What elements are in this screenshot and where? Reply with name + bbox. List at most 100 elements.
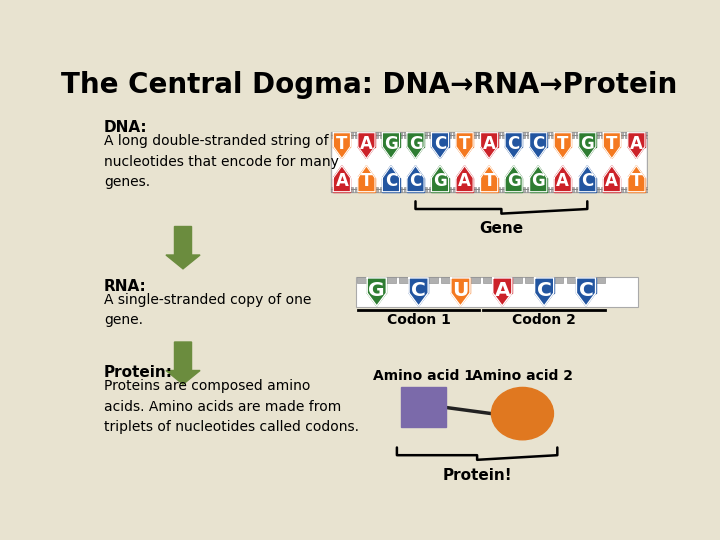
Bar xyxy=(503,187,525,192)
Polygon shape xyxy=(358,166,375,178)
Bar xyxy=(401,387,446,428)
Polygon shape xyxy=(358,178,375,192)
Polygon shape xyxy=(480,166,498,178)
Polygon shape xyxy=(554,146,571,159)
Bar xyxy=(478,187,500,192)
Polygon shape xyxy=(480,178,498,192)
Bar xyxy=(358,277,396,284)
Polygon shape xyxy=(530,133,546,146)
Text: G: G xyxy=(409,135,423,153)
Polygon shape xyxy=(409,293,428,306)
Bar xyxy=(428,187,451,192)
Ellipse shape xyxy=(492,387,554,440)
Text: Proteins are composed amino
acids. Amino acids are made from
triplets of nucleot: Proteins are composed amino acids. Amino… xyxy=(104,379,359,434)
Polygon shape xyxy=(505,178,522,192)
Polygon shape xyxy=(456,133,473,146)
Bar xyxy=(576,132,598,138)
Bar xyxy=(355,132,378,138)
Polygon shape xyxy=(579,146,596,159)
Polygon shape xyxy=(382,133,400,146)
Bar xyxy=(527,132,549,138)
Text: C: C xyxy=(579,280,593,300)
Polygon shape xyxy=(431,178,449,192)
Polygon shape xyxy=(456,178,473,192)
Bar xyxy=(379,187,402,192)
Text: A: A xyxy=(495,280,510,300)
Bar xyxy=(454,187,476,192)
Polygon shape xyxy=(603,133,621,146)
FancyArrow shape xyxy=(166,226,200,269)
Polygon shape xyxy=(628,133,645,146)
Text: G: G xyxy=(433,172,447,190)
Bar xyxy=(428,132,451,138)
Bar xyxy=(525,277,564,284)
Text: T: T xyxy=(606,135,618,153)
Polygon shape xyxy=(456,146,473,159)
Polygon shape xyxy=(554,178,571,192)
Bar xyxy=(576,187,598,192)
Bar xyxy=(355,187,378,192)
Polygon shape xyxy=(456,166,473,178)
Bar xyxy=(330,187,354,192)
Polygon shape xyxy=(451,278,470,293)
Text: T: T xyxy=(459,135,470,153)
Text: G: G xyxy=(580,135,594,153)
Text: T: T xyxy=(631,172,642,190)
Text: RNA:: RNA: xyxy=(104,279,147,294)
Text: T: T xyxy=(336,135,348,153)
Bar xyxy=(552,187,574,192)
Text: G: G xyxy=(507,172,521,190)
Polygon shape xyxy=(530,146,546,159)
Polygon shape xyxy=(367,293,387,306)
Text: A: A xyxy=(482,135,495,153)
Polygon shape xyxy=(628,166,645,178)
Bar xyxy=(400,277,438,284)
Polygon shape xyxy=(480,146,498,159)
Text: A single-stranded copy of one
gene.: A single-stranded copy of one gene. xyxy=(104,293,311,327)
Text: Amino acid 1: Amino acid 1 xyxy=(373,369,474,383)
Polygon shape xyxy=(579,178,596,192)
Text: G: G xyxy=(384,135,398,153)
Polygon shape xyxy=(407,133,424,146)
Polygon shape xyxy=(431,146,449,159)
Polygon shape xyxy=(382,178,400,192)
Text: C: C xyxy=(532,135,544,153)
Text: A: A xyxy=(336,172,348,190)
Polygon shape xyxy=(367,278,387,293)
Polygon shape xyxy=(505,166,522,178)
Text: Gene: Gene xyxy=(480,221,523,237)
Polygon shape xyxy=(579,166,596,178)
Bar xyxy=(478,132,500,138)
Bar xyxy=(552,132,574,138)
Polygon shape xyxy=(505,133,522,146)
Polygon shape xyxy=(535,278,554,293)
Text: Amino acid 2: Amino acid 2 xyxy=(472,369,573,383)
Text: G: G xyxy=(531,172,545,190)
Polygon shape xyxy=(382,146,400,159)
Polygon shape xyxy=(407,146,424,159)
Polygon shape xyxy=(407,178,424,192)
Bar xyxy=(379,132,402,138)
Bar xyxy=(404,132,427,138)
Polygon shape xyxy=(577,278,595,293)
Polygon shape xyxy=(358,146,375,159)
Polygon shape xyxy=(603,178,621,192)
Text: T: T xyxy=(483,172,495,190)
Bar xyxy=(330,132,354,138)
Text: Codon 1: Codon 1 xyxy=(387,313,451,327)
Polygon shape xyxy=(505,146,522,159)
Text: T: T xyxy=(557,135,568,153)
Bar xyxy=(441,277,480,284)
Bar xyxy=(503,132,525,138)
Text: C: C xyxy=(508,135,520,153)
Polygon shape xyxy=(409,278,428,293)
Polygon shape xyxy=(382,166,400,178)
Polygon shape xyxy=(492,293,512,306)
Text: DNA:: DNA: xyxy=(104,120,148,135)
Text: A: A xyxy=(360,135,373,153)
Polygon shape xyxy=(579,133,596,146)
Polygon shape xyxy=(628,146,645,159)
Bar xyxy=(625,187,648,192)
Polygon shape xyxy=(554,133,571,146)
Polygon shape xyxy=(480,133,498,146)
